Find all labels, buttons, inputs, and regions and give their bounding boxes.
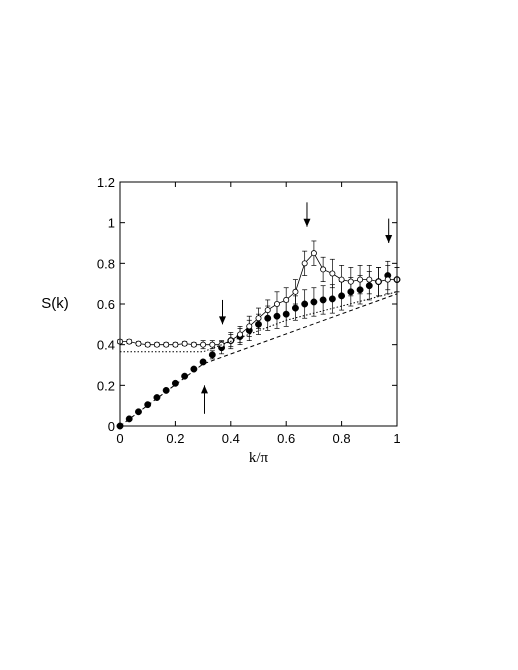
chart-marks xyxy=(116,240,401,430)
data-point xyxy=(283,296,290,303)
data-point xyxy=(200,341,207,348)
data-point xyxy=(273,300,280,307)
data-point xyxy=(153,341,160,348)
x-tick-label: 0.4 xyxy=(222,431,240,446)
data-point xyxy=(163,341,170,348)
data-point xyxy=(162,386,170,394)
data-point xyxy=(292,288,299,295)
data-point xyxy=(181,340,188,347)
arrow-head xyxy=(200,385,208,394)
arrow-head xyxy=(303,218,311,227)
data-point xyxy=(209,341,216,348)
data-point xyxy=(144,341,151,348)
x-tick-label: 0.6 xyxy=(277,431,295,446)
data-point xyxy=(264,307,271,314)
open-circle-series xyxy=(117,240,400,350)
data-point xyxy=(338,276,345,283)
data-point xyxy=(126,338,133,345)
data-point xyxy=(227,337,234,344)
y-tick-label: 0.6 xyxy=(97,297,115,312)
data-point xyxy=(135,340,142,347)
data-point xyxy=(301,260,308,267)
x-tick-label: 0 xyxy=(116,431,123,446)
data-point xyxy=(320,266,327,273)
arrow-up-annotation xyxy=(200,385,208,414)
arrow-down-annotation xyxy=(303,202,311,227)
data-point xyxy=(310,250,317,257)
y-tick-label: 1 xyxy=(108,216,115,231)
data-point xyxy=(208,351,216,359)
data-point xyxy=(310,298,318,306)
x-tick-label: 1 xyxy=(393,431,400,446)
x-tick-label: 0.2 xyxy=(166,431,184,446)
data-point xyxy=(144,401,152,409)
plot-frame xyxy=(119,181,398,427)
data-point xyxy=(171,379,179,387)
data-point xyxy=(190,341,197,348)
data-point xyxy=(328,295,336,303)
arrow-down-annotation xyxy=(218,299,226,325)
data-point xyxy=(357,276,364,283)
y-tick-label: 0.8 xyxy=(97,256,115,271)
arrow-head xyxy=(218,316,226,325)
data-point xyxy=(246,323,253,330)
data-point xyxy=(172,341,179,348)
x-axis-label: k/π xyxy=(249,450,269,466)
data-point xyxy=(190,365,198,373)
data-point xyxy=(181,372,189,380)
annotations xyxy=(200,202,393,414)
data-point xyxy=(375,278,382,285)
y-tick-label: 0.2 xyxy=(97,378,115,393)
arrow-down-annotation xyxy=(385,218,393,243)
data-point xyxy=(366,276,373,283)
y-tick-label: 0.4 xyxy=(97,338,115,353)
y-axis-label: S(k) xyxy=(41,295,69,312)
arrow-head xyxy=(385,235,393,243)
data-point xyxy=(347,278,354,285)
data-point xyxy=(255,315,262,322)
y-tick-label: 1.2 xyxy=(97,175,115,190)
data-point xyxy=(291,304,299,312)
data-point xyxy=(329,270,336,277)
data-point xyxy=(384,276,391,283)
axis-ticks: 0 0.2 0.4 0.6 0.8 1 0 0.2 0.4 0.6 0.8 1 1.2 xyxy=(97,175,401,446)
dashed-reference-line xyxy=(119,293,398,427)
x-tick-label: 0.8 xyxy=(333,431,351,446)
data-point xyxy=(301,300,309,308)
data-point xyxy=(199,358,207,366)
data-point xyxy=(237,331,244,338)
data-point xyxy=(319,296,327,304)
y-tick-label: 0 xyxy=(108,419,115,434)
